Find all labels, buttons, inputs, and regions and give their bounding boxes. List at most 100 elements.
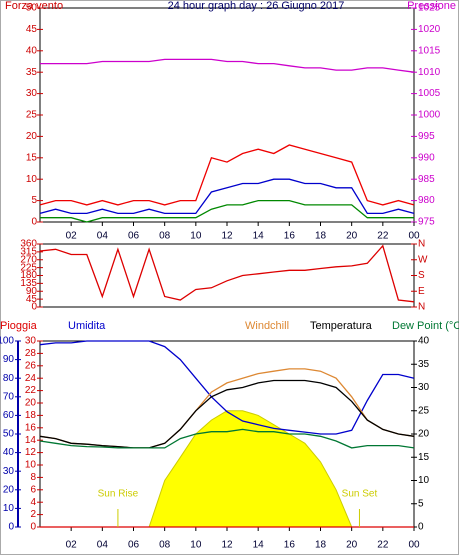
y2-tick-label: 995 [418,131,435,142]
x-tick-label: 20 [346,540,358,551]
y2-axis-title: Pressione [407,0,456,12]
x-tick-label: 18 [315,231,327,242]
y2-tick-label: S [418,270,425,281]
x-tick-label: 00 [408,540,420,551]
y-tick-label: 0 [8,522,14,533]
y2-tick-label: 1000 [418,110,441,121]
y2-tick-label: 5 [418,498,424,509]
y-tick-label: 20 [3,484,15,495]
y3-tick-label: 26 [25,360,37,371]
y2-tick-label: 1010 [418,67,441,78]
y-tick-label: 30 [26,88,38,99]
line-series [39,379,415,449]
x-tick-label: 20 [346,231,358,242]
y-tick-label: 180 [20,270,37,281]
x-tick-label: 10 [190,231,202,242]
x-tick-label: 22 [377,231,389,242]
line-series [40,199,414,223]
x-tick-label: 16 [284,231,296,242]
y-tick-label: 90 [26,286,38,297]
annotation: Sun Rise [98,489,139,500]
line-series [39,244,415,303]
y3-tick-label: 2 [30,509,36,520]
line-series [39,178,415,215]
y2-tick-label: 1005 [418,88,441,99]
y-tick-label: 30 [3,466,15,477]
y-tick-label: 270 [20,254,37,265]
x-tick-label: 02 [66,540,78,551]
y-tick-label: 315 [20,247,37,258]
chart-title: 24 hour graph day : 26 Giugno 2017 [168,0,345,12]
y2-tick-label: 0 [418,522,424,533]
y-tick-label: 50 [26,3,38,14]
x-tick-label: 04 [97,231,109,242]
legend-label: Temperatura [310,320,373,332]
annotation: Sun Set [342,489,378,500]
y-tick-label: 5 [31,195,37,206]
y-tick-label: 135 [20,278,37,289]
y-tick-label: 35 [26,67,38,78]
y3-tick-label: 14 [25,435,37,446]
y3-tick-label: 4 [30,497,36,508]
x-tick-label: 10 [190,540,202,551]
y-tick-label: 90 [3,354,15,365]
plot-frame [39,243,415,308]
y3-tick-label: 6 [30,484,36,495]
x-tick-label: 00 [408,231,420,242]
y2-tick-label: 1015 [418,45,441,56]
x-tick-label: 08 [159,231,171,242]
line-series [39,340,415,435]
y2-tick-label: 980 [418,195,435,206]
y2-tick-label: 990 [418,152,435,163]
x-tick-label: 02 [66,231,78,242]
x-tick-label: 16 [284,540,296,551]
y-tick-label: 40 [26,45,38,56]
y-tick-label: 25 [26,110,38,121]
line-series [39,428,415,449]
x-tick-label: 18 [315,540,327,551]
y-tick-label: 10 [26,174,38,185]
y-tick-label: 80 [3,373,15,384]
y-tick-label: 360 [20,239,37,250]
y-tick-label: 100 [0,336,14,347]
y3-tick-label: 8 [30,472,36,483]
y3-tick-label: 28 [25,348,37,359]
y-tick-label: 45 [26,24,38,35]
y-tick-label: 40 [3,447,15,458]
plot-frame [39,7,415,223]
y2-tick-label: 975 [418,217,435,228]
y2-tick-label: 40 [418,336,430,347]
y2-tick-label: 30 [418,382,430,393]
y-tick-label: 15 [26,152,38,163]
y3-tick-label: 24 [25,373,37,384]
y2-tick-label: E [418,286,425,297]
y-tick-label: 70 [3,391,15,402]
y-tick-label: 50 [3,429,15,440]
y2-tick-label: 1020 [418,24,441,35]
y-tick-label: 45 [26,294,38,305]
y-tick-label: 20 [26,131,38,142]
x-tick-label: 12 [221,540,233,551]
line-series [39,144,415,206]
y3-tick-label: 18 [25,410,37,421]
legend-label: Umidita [68,320,106,332]
y3-tick-label: 12 [25,447,37,458]
legend-label: Pioggia [0,320,38,332]
y3-tick-label: 16 [25,422,37,433]
y2-tick-label: W [418,254,428,265]
x-tick-label: 04 [97,540,109,551]
y2-tick-label: 15 [418,452,430,463]
y2-tick-label: 35 [418,359,430,370]
x-tick-label: 12 [221,231,233,242]
y3-tick-label: 22 [25,385,37,396]
x-tick-label: 14 [253,231,265,242]
y3-tick-label: 20 [25,398,37,409]
y-axis-title: Forza vento [5,0,63,12]
y3-tick-label: 30 [25,336,37,347]
legend-label: Windchill [245,320,289,332]
y2-tick-label: 1025 [418,3,441,14]
x-tick-label: 14 [253,540,265,551]
y2-tick-label: 25 [418,405,430,416]
y3-tick-label: 10 [25,460,37,471]
y2-tick-label: 10 [418,475,430,486]
